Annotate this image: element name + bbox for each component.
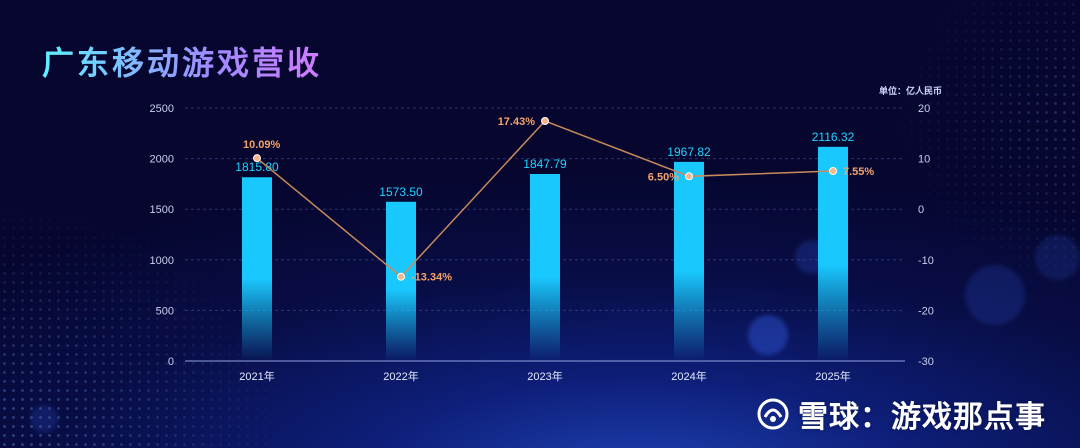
bokeh-light xyxy=(748,315,788,355)
growth-point xyxy=(253,154,261,163)
revenue-bar xyxy=(674,161,704,361)
watermark-text: 雪球：游戏那点事 xyxy=(798,400,1046,435)
left-axis-tick: 1000 xyxy=(150,255,174,267)
left-axis-tick: 0 xyxy=(168,356,174,368)
growth-label: 6.50% xyxy=(648,171,679,183)
x-axis-tick: 2023年 xyxy=(527,369,562,383)
bokeh-light xyxy=(965,265,1025,325)
chart-title: 广东移动游戏营收 xyxy=(42,38,322,84)
snowball-logo-icon xyxy=(757,398,789,430)
x-axis-tick: 2021年 xyxy=(239,369,274,383)
x-axis-tick: 2022年 xyxy=(383,369,418,383)
left-axis-tick: 500 xyxy=(156,305,174,317)
bokeh-light xyxy=(30,405,58,433)
unit-label: 单位：亿人民币 xyxy=(878,86,942,96)
revenue-bar-label: 1847.79 xyxy=(523,157,567,171)
growth-label: 10.09% xyxy=(243,139,281,151)
revenue-bar-label: 2116.32 xyxy=(812,130,855,144)
growth-label: -13.34% xyxy=(411,272,452,284)
revenue-bar-label: 1815.80 xyxy=(235,160,279,174)
growth-line-series: 10.09% -13.34% 17.43% 6.50% 7.55% xyxy=(243,116,874,284)
growth-point xyxy=(685,172,693,181)
left-axis-tick: 2000 xyxy=(150,154,174,166)
growth-point xyxy=(829,166,837,175)
revenue-bar-label: 1967.82 xyxy=(667,145,711,159)
revenue-bar xyxy=(386,201,416,361)
bokeh-light xyxy=(1035,235,1080,280)
revenue-bar xyxy=(818,146,848,361)
growth-label: 7.55% xyxy=(843,166,874,178)
right-axis-tick: 0 xyxy=(918,204,924,216)
growth-point xyxy=(397,272,405,281)
right-axis-tick: -20 xyxy=(918,305,934,317)
left-axis-tick: 1500 xyxy=(150,204,174,216)
growth-point xyxy=(541,117,549,126)
right-axis-tick: -10 xyxy=(918,255,934,267)
growth-label: 17.43% xyxy=(498,116,536,128)
watermark: 雪球：游戏那点事 xyxy=(756,392,1046,436)
right-axis-tick: 20 xyxy=(918,103,930,115)
revenue-bar xyxy=(242,177,272,361)
revenue-bar-label: 1573.50 xyxy=(379,185,423,199)
bar-series: 1815.80 1573.50 1847.79 1967.82 2116.32 xyxy=(235,130,855,361)
x-axis-tick: 2025年 xyxy=(815,369,850,383)
x-axis-tick: 2024年 xyxy=(671,369,706,383)
right-axis-tick: 10 xyxy=(918,154,930,166)
left-axis-tick: 2500 xyxy=(150,103,174,115)
background-dots-right xyxy=(880,0,1080,300)
axes: 0 500 1000 1500 2000 2500 -30 -20 -10 0 10 20 2021年 2… xyxy=(150,103,934,383)
right-axis-tick: -30 xyxy=(918,356,934,368)
revenue-bar xyxy=(530,174,560,361)
